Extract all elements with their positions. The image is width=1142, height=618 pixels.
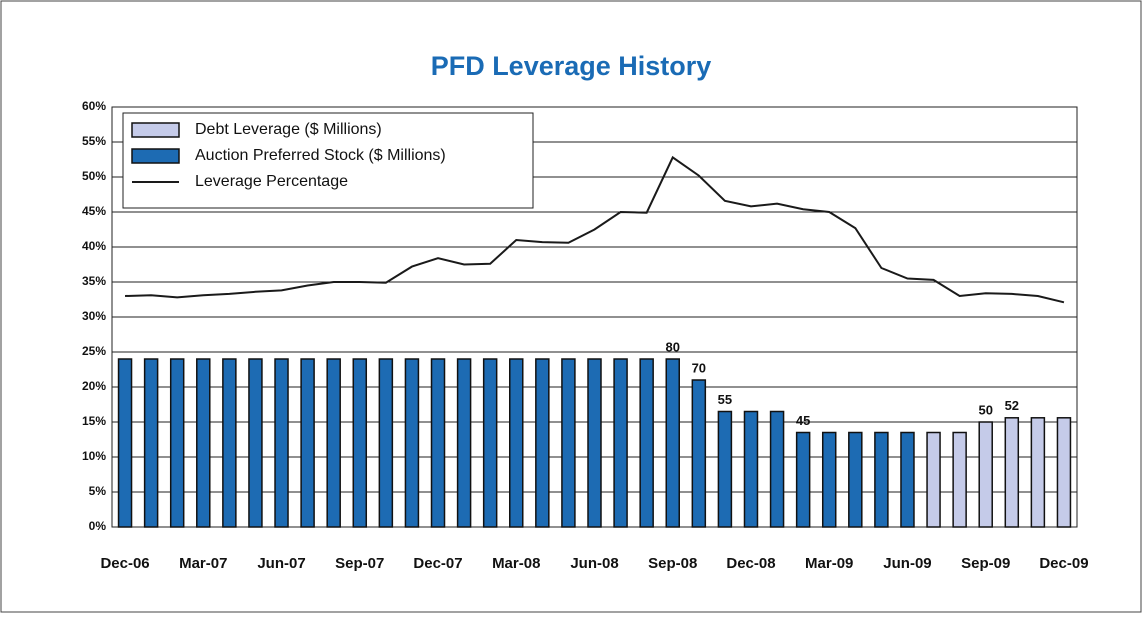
bar (535, 358, 550, 528)
data-label: 45 (796, 413, 810, 428)
bar (639, 358, 654, 528)
legend-swatch (131, 148, 180, 164)
x-tick-label: Jun-08 (570, 555, 618, 572)
bar (795, 431, 811, 528)
bar (117, 358, 133, 528)
y-tick-label: 15% (82, 414, 106, 428)
y-tick-label: 30% (82, 309, 106, 323)
bar (900, 431, 915, 528)
x-tick-label: Mar-08 (492, 555, 540, 572)
bar (404, 358, 420, 528)
bar (952, 431, 967, 528)
y-tick-label: 20% (82, 379, 106, 393)
bar (169, 358, 185, 528)
y-tick-label: 5% (89, 484, 107, 498)
bar (769, 410, 785, 528)
y-tick-label: 55% (82, 134, 106, 148)
data-label: 70 (692, 360, 706, 375)
legend-label: Leverage Percentage (195, 173, 348, 190)
x-tick-label: Sep-07 (335, 555, 384, 572)
bar (613, 358, 628, 528)
x-tick-label: Dec-08 (726, 555, 775, 572)
bar (1030, 417, 1046, 528)
x-tick-label: Sep-09 (961, 555, 1010, 572)
x-tick-label: Jun-07 (257, 555, 305, 572)
y-tick-label: 40% (82, 239, 106, 253)
bar (456, 358, 472, 528)
bar (587, 358, 602, 528)
bar (143, 358, 159, 528)
bar (561, 358, 576, 528)
x-tick-label: Sep-08 (648, 555, 697, 572)
legend-label: Auction Preferred Stock ($ Millions) (195, 147, 446, 164)
y-tick-label: 50% (82, 169, 106, 183)
x-tick-label: Mar-07 (179, 555, 227, 572)
bar (926, 431, 941, 528)
bar (509, 358, 524, 528)
bar (848, 431, 863, 528)
line (125, 155, 1065, 304)
bar (665, 358, 680, 528)
bar (326, 358, 341, 528)
data-label: 55 (718, 392, 732, 407)
bar (717, 410, 733, 528)
legend-swatch (131, 122, 180, 138)
bar (274, 358, 289, 528)
y-tick-label: 25% (82, 344, 106, 358)
x-tick-label: Dec-09 (1039, 555, 1088, 572)
x-tick-label: Mar-09 (805, 555, 853, 572)
data-label: 50 (978, 402, 992, 417)
bar (196, 358, 211, 528)
y-tick-label: 10% (82, 449, 106, 463)
y-tick-label: 45% (82, 204, 106, 218)
x-tick-label: Dec-06 (100, 555, 149, 572)
y-tick-label: 0% (89, 519, 107, 533)
bar (874, 431, 889, 528)
bar (222, 358, 237, 528)
bar (378, 358, 394, 528)
chart-title: PFD Leverage History (431, 51, 712, 81)
bar (743, 410, 759, 528)
bar (1056, 417, 1072, 528)
bar (430, 358, 446, 528)
bar (352, 358, 368, 528)
bar (821, 431, 837, 528)
bar (300, 358, 315, 528)
bar (1004, 417, 1020, 528)
y-tick-label: 60% (82, 99, 106, 113)
legend-box (122, 112, 534, 209)
bar (978, 421, 993, 528)
x-tick-label: Jun-09 (883, 555, 931, 572)
bar (482, 358, 498, 528)
bar (691, 379, 707, 528)
bar (248, 358, 263, 528)
y-tick-label: 35% (82, 274, 106, 288)
data-label: 80 (666, 339, 680, 354)
data-label: 52 (1005, 398, 1019, 413)
x-tick-label: Dec-07 (413, 555, 462, 572)
legend-label: Debt Leverage ($ Millions) (195, 121, 382, 138)
